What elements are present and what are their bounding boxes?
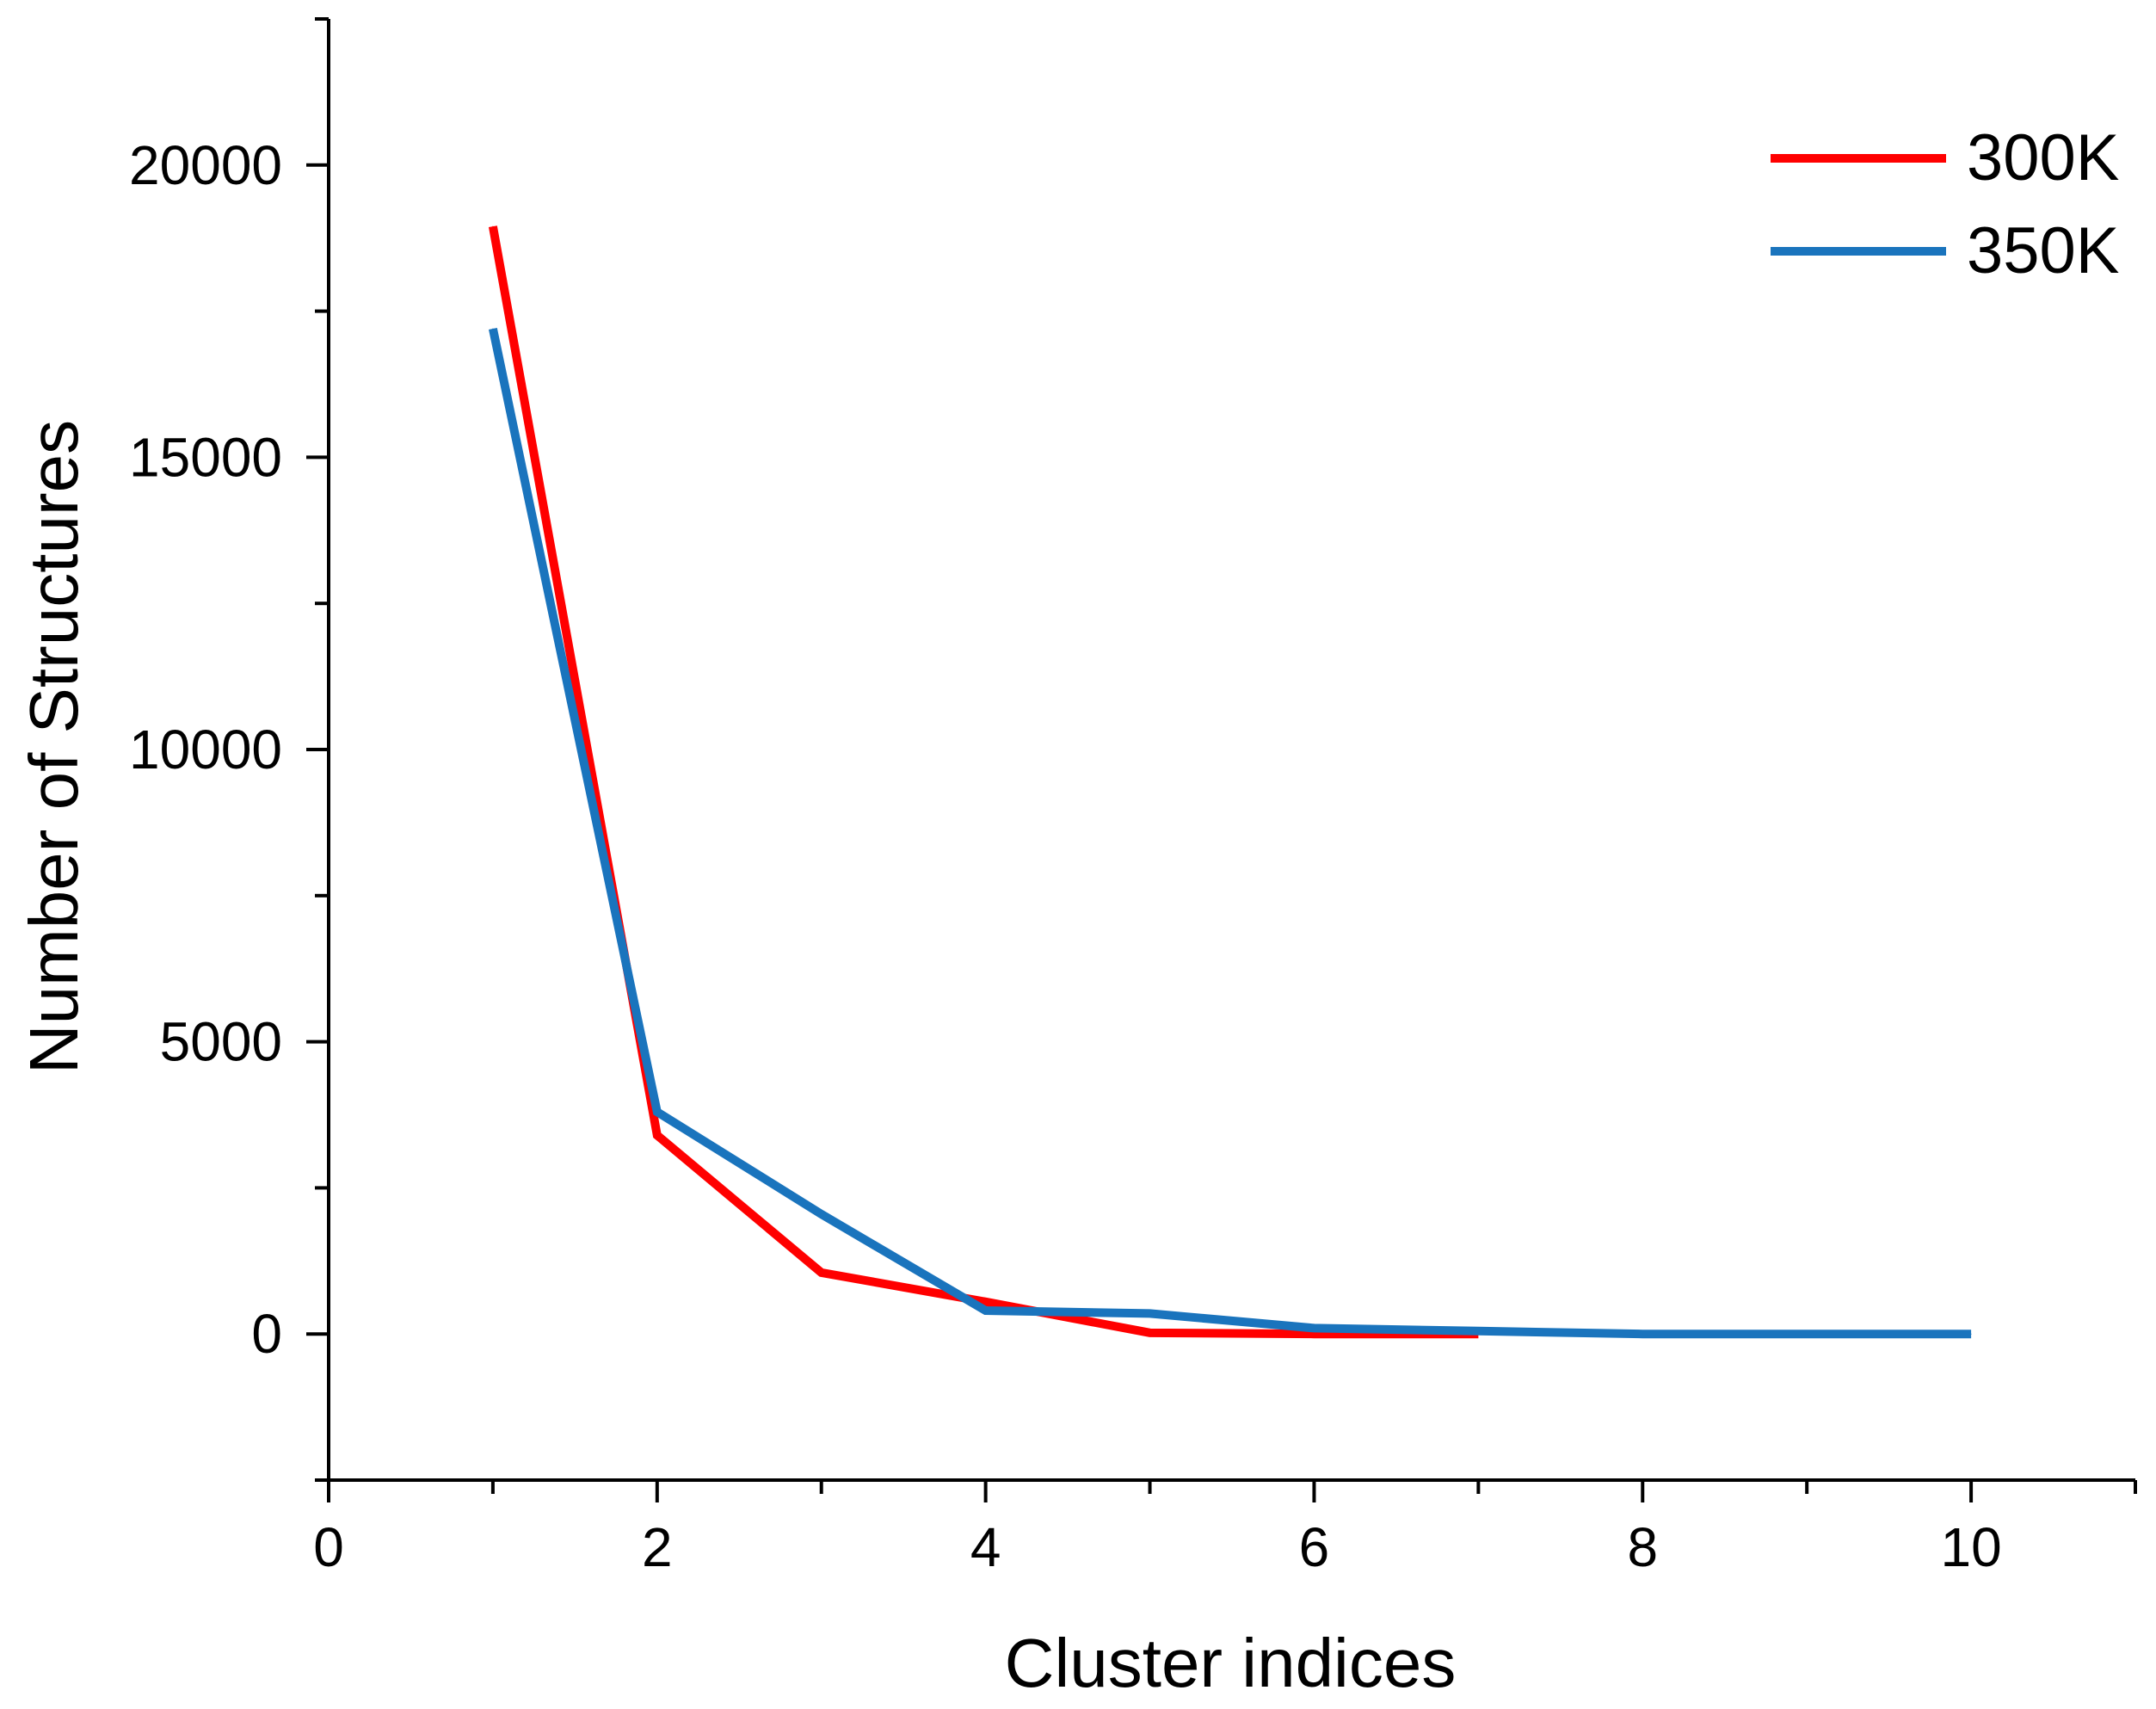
data-point-350K [1970, 1333, 1972, 1335]
data-point-350K [1642, 1333, 1643, 1335]
x-axis-title: Cluster indices [1005, 1625, 1457, 1701]
series-line-350K [489, 327, 1972, 1339]
data-point-300K [821, 1272, 822, 1274]
x-tick-label: 0 [313, 1516, 344, 1578]
data-point-350K [1806, 1333, 1808, 1335]
series-layer [488, 225, 1972, 1339]
y-tick-label: 5000 [160, 1011, 282, 1073]
x-tick-label: 4 [970, 1516, 1001, 1578]
x-tick-label: 2 [642, 1516, 673, 1578]
y-tick-label: 10000 [129, 719, 282, 780]
data-point-350K [1313, 1327, 1315, 1329]
y-axis-title: Number of Structures [15, 420, 92, 1074]
data-point-300K [1313, 1333, 1315, 1335]
data-point-300K [492, 225, 494, 227]
data-point-350K [492, 328, 494, 330]
series-line-300K [488, 225, 1479, 1339]
data-point-300K [1149, 1332, 1151, 1334]
legend-label: 300K [1967, 121, 2120, 194]
y-tick-label: 15000 [129, 426, 282, 488]
data-point-350K [821, 1213, 822, 1215]
x-tick-label: 8 [1627, 1516, 1658, 1578]
data-point-300K [985, 1301, 987, 1303]
legend: 300K 350K [1771, 121, 2120, 287]
data-point-300K [656, 1134, 658, 1136]
axes: 0 2 4 6 8 10 0 5000 10000 15000 20000 [129, 17, 2137, 1578]
x-tick-label: 10 [1940, 1516, 2001, 1578]
data-point-350K [1149, 1312, 1151, 1314]
data-point-350K [1477, 1330, 1479, 1332]
data-point-350K [656, 1111, 658, 1113]
legend-label: 350K [1967, 214, 2120, 287]
y-tick-label: 0 [251, 1303, 282, 1365]
y-tick-label: 20000 [129, 134, 282, 196]
x-tick-label: 6 [1299, 1516, 1330, 1578]
